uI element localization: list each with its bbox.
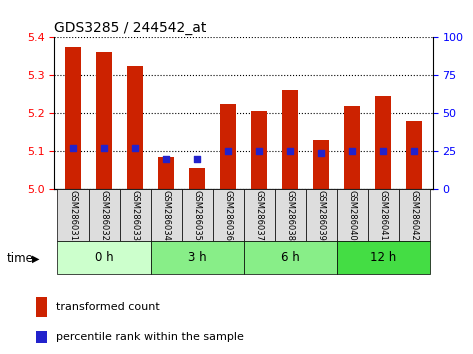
Bar	[306, 189, 337, 241]
Bar	[406, 121, 422, 189]
Point	[349, 149, 356, 154]
Text: 3 h: 3 h	[188, 251, 206, 264]
Bar	[96, 52, 112, 189]
Bar	[368, 189, 399, 241]
Bar	[88, 189, 120, 241]
Bar	[127, 66, 143, 189]
Point	[317, 150, 325, 156]
Bar	[275, 189, 306, 241]
Text: 0 h: 0 h	[95, 251, 114, 264]
Bar	[251, 112, 267, 189]
Bar	[337, 189, 368, 241]
Bar	[158, 157, 174, 189]
Text: GSM286035: GSM286035	[193, 190, 201, 240]
Point	[100, 145, 108, 151]
Bar	[244, 189, 275, 241]
Text: GSM286038: GSM286038	[286, 189, 295, 241]
Text: GSM286039: GSM286039	[316, 190, 325, 240]
Bar	[220, 104, 236, 189]
Bar	[189, 169, 205, 189]
Bar	[58, 241, 150, 274]
Point	[131, 145, 139, 151]
Point	[411, 149, 418, 154]
Bar	[150, 189, 182, 241]
Text: ▶: ▶	[32, 253, 40, 263]
Point	[162, 156, 170, 162]
Text: 6 h: 6 h	[281, 251, 299, 264]
Bar	[282, 91, 298, 189]
Text: GSM286037: GSM286037	[254, 189, 263, 241]
Bar	[65, 47, 81, 189]
Point	[69, 145, 77, 151]
Text: 12 h: 12 h	[370, 251, 396, 264]
Text: GSM286041: GSM286041	[379, 190, 388, 240]
Point	[379, 149, 387, 154]
Point	[224, 149, 232, 154]
Text: percentile rank within the sample: percentile rank within the sample	[56, 332, 244, 342]
Point	[286, 149, 294, 154]
Text: GSM286040: GSM286040	[348, 190, 357, 240]
Text: GSM286033: GSM286033	[131, 189, 140, 241]
Bar	[58, 189, 88, 241]
Text: time: time	[7, 252, 34, 265]
Bar	[376, 96, 391, 189]
Text: transformed count: transformed count	[56, 302, 159, 312]
Bar	[337, 241, 429, 274]
Point	[193, 156, 201, 162]
Bar	[182, 189, 212, 241]
Text: GSM286034: GSM286034	[162, 190, 171, 240]
Point	[255, 149, 263, 154]
Bar	[36, 297, 47, 317]
Bar	[344, 106, 360, 189]
Bar	[120, 189, 150, 241]
Bar	[399, 189, 429, 241]
Text: GDS3285 / 244542_at: GDS3285 / 244542_at	[54, 21, 207, 35]
Text: GSM286032: GSM286032	[99, 190, 108, 240]
Bar	[36, 331, 47, 343]
Bar	[212, 189, 244, 241]
Bar	[314, 140, 329, 189]
Text: GSM286031: GSM286031	[69, 190, 78, 240]
Bar	[150, 241, 244, 274]
Text: GSM286042: GSM286042	[410, 190, 419, 240]
Bar	[244, 241, 337, 274]
Text: GSM286036: GSM286036	[224, 189, 233, 241]
